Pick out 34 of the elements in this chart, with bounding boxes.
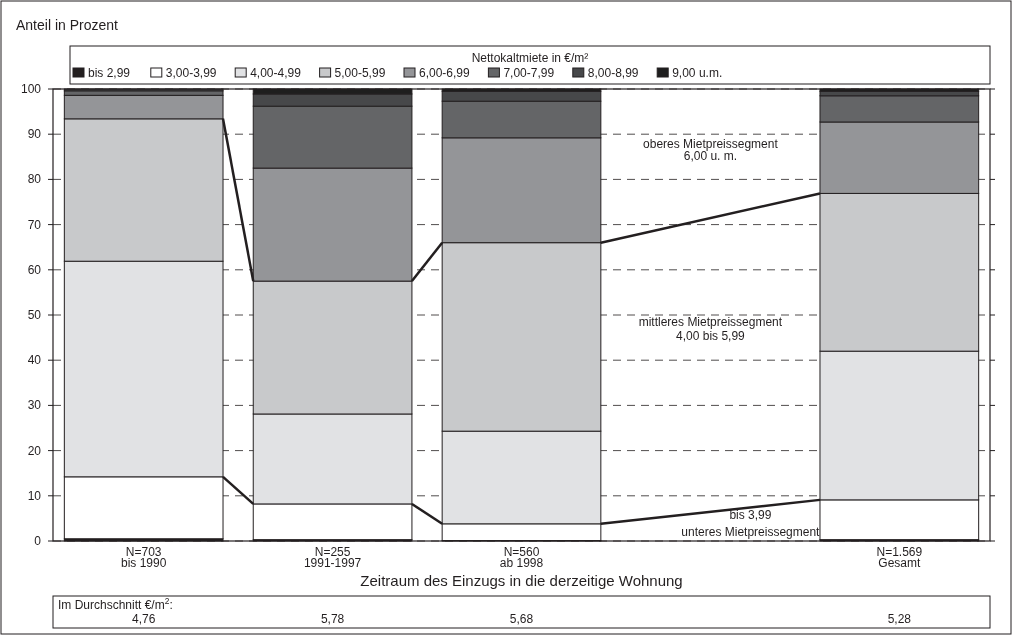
text: 5,28: [887, 612, 912, 626]
y-tick-label: 30: [27, 398, 42, 413]
legend-label: 6,00-6,99: [419, 66, 471, 80]
y-tick-label: 10: [27, 488, 42, 503]
legend-title: Nettokaltmiete in €/m²: [471, 51, 589, 65]
legend-label: 7,00-7,99: [503, 66, 555, 80]
y-tick-label: 100: [20, 82, 42, 96]
text: 5,78: [320, 612, 345, 626]
y-tick-label: 60: [27, 262, 42, 277]
x-tick-label: N=703 bis 1990: [120, 545, 167, 570]
y-axis-title: Anteil in Prozent: [16, 17, 119, 33]
annotation: bis 3,99 unteres Mietpreissegment: [681, 508, 821, 539]
annotation: oberes Mietpreissegment 6,00 u. m.: [643, 137, 779, 163]
legend-label: 4,00-4,99: [250, 66, 302, 80]
x-axis-title: Zeitraum des Einzugs in die derzeitige Wohnung: [360, 572, 683, 589]
legend-label: 9,00 u.m.: [672, 66, 723, 80]
x-tick-label: N=1.569 Gesamt: [876, 545, 923, 570]
y-tick-label: 0: [34, 534, 42, 548]
x-tick-label: N=560 ab 1998: [499, 545, 544, 570]
legend-label: 3,00-3,99: [165, 66, 217, 80]
legend-label: bis 2,99: [88, 66, 131, 80]
y-tick-label: 20: [27, 443, 42, 458]
y-tick-label: 80: [27, 172, 42, 187]
annotation: mittleres Mietpreissegment 4,00 bis 5,99: [638, 315, 783, 343]
legend-label: 8,00-8,99: [587, 66, 639, 80]
text: 5,68: [509, 612, 534, 626]
text: Im Durchschnitt €/m$^{2}$:: [58, 596, 173, 612]
x-tick-label: N=255 1991-1997: [303, 545, 362, 570]
y-tick-label: 90: [27, 127, 42, 142]
y-tick-label: 40: [27, 353, 42, 368]
y-tick-label: 70: [27, 217, 42, 232]
y-tick-label: 50: [27, 308, 42, 322]
text: 4,76: [132, 612, 156, 626]
legend-label: 5,00-5,99: [334, 66, 386, 80]
